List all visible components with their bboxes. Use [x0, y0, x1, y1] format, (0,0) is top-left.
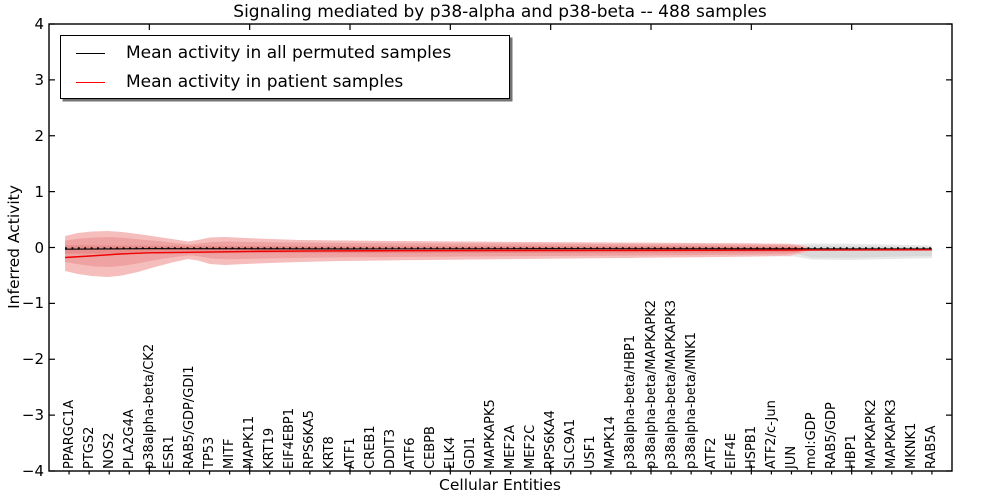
x-axis-label: Cellular Entities	[439, 476, 561, 494]
y-tick-label: 2	[34, 126, 44, 145]
y-tick-label: 4	[34, 15, 44, 33]
x-tick-label: MAPKAPK5	[482, 399, 498, 469]
x-tick-label: ATF6	[402, 437, 418, 469]
x-tick-label: p38alpha-beta/MNK1	[683, 332, 699, 469]
x-tick-label: MAPK14	[603, 415, 619, 469]
x-tick-label: CREB1	[362, 425, 378, 469]
x-tick-label: NOS2	[101, 432, 117, 469]
x-tick-label: MAPKAPK2	[864, 399, 880, 469]
patient-mean-line	[65, 249, 932, 259]
chart-title: Signaling mediated by p38-alpha and p38-…	[233, 2, 767, 22]
permuted-range-inner-band	[797, 245, 932, 258]
x-tick-label: p38alpha-beta/MAPKAPK2	[643, 300, 659, 469]
x-tick-label: ELK4	[442, 436, 458, 469]
legend-label: Mean activity in patient samples	[126, 72, 404, 92]
x-tick-label: CEBPB	[422, 426, 438, 469]
x-tick-label: MAPKAPK3	[884, 399, 900, 469]
x-tick-label: USF1	[583, 435, 599, 469]
legend-line-sample-red	[76, 81, 105, 83]
x-tick-label: KRT19	[262, 427, 278, 469]
x-tick-label: MAPK11	[242, 415, 258, 469]
x-tick-label: p38alpha-beta/CK2	[141, 343, 157, 469]
x-tick-label: MKNK1	[904, 422, 920, 469]
x-tick-label: RAB5A	[924, 425, 940, 469]
y-tick-label: 0	[34, 238, 44, 257]
x-tick-label: SLC9A1	[563, 418, 579, 469]
x-tick-label: RPS6KA4	[543, 410, 559, 469]
x-tick-label: EIF4EBP1	[282, 407, 298, 469]
x-tick-label: PPARGC1A	[61, 399, 77, 469]
x-tick-label: MEF2A	[503, 424, 519, 469]
x-tick-label: PLA2G4A	[121, 409, 137, 469]
y-tick-label: 3	[34, 70, 44, 89]
y-tick-label: 1	[34, 182, 44, 201]
x-tick-label: ATF2	[703, 437, 719, 469]
x-tick-label: EIF4E	[723, 432, 739, 469]
x-tick-label: KRT8	[322, 436, 338, 469]
x-tick-label: TP53	[202, 436, 218, 469]
axes-frame	[48, 23, 953, 472]
y-tick-label: −2	[21, 350, 44, 369]
x-tick-label: MEF2C	[523, 424, 539, 469]
x-tick-label: RAB5/GDP	[824, 402, 840, 469]
x-tick-label: mol:GDP	[804, 412, 820, 469]
legend-entry-permuted: Mean activity in all permuted samples	[61, 41, 451, 65]
x-tick-label: RPS6KA5	[302, 410, 318, 469]
x-tick-label: p38alpha-beta/MAPKAPK3	[663, 300, 679, 469]
x-tick-label: RAB5/GDP/GDI1	[181, 365, 197, 469]
y-tick-label: −1	[21, 294, 44, 313]
x-tick-label: ATF1	[342, 437, 358, 469]
legend: Mean activity in all permuted samples Me…	[60, 35, 510, 99]
legend-entry-patient: Mean activity in patient samples	[61, 70, 403, 94]
x-tick-label: HSPB1	[743, 425, 759, 469]
y-tick-label: −4	[21, 462, 44, 480]
legend-label: Mean activity in all permuted samples	[126, 43, 452, 63]
x-tick-label: JUN	[783, 445, 799, 469]
x-tick-label: HBP1	[844, 434, 860, 469]
x-tick-label: ESR1	[161, 435, 177, 469]
legend-line-sample-black	[76, 52, 105, 54]
x-tick-label: PTGS2	[81, 426, 97, 469]
x-tick-label: ATF2/c-Jun	[763, 400, 779, 469]
x-tick-label: p38alpha-beta/HBP1	[623, 334, 639, 469]
x-tick-label: DDIT3	[382, 428, 398, 469]
y-tick-label: −3	[21, 406, 44, 425]
x-tick-label: MITF	[222, 438, 238, 469]
x-tick-label: GDI1	[462, 436, 478, 469]
